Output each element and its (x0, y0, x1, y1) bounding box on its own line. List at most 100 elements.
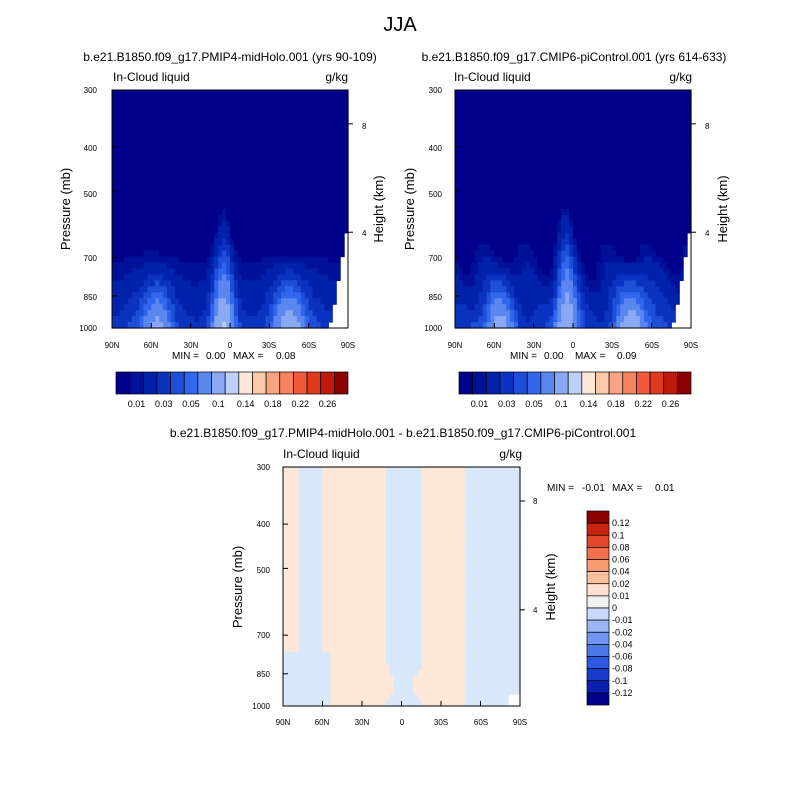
contour-cell (163, 101, 168, 109)
contour-cell (115, 191, 121, 198)
contour-cell (147, 209, 152, 216)
contour-cell (304, 161, 310, 168)
contour-cell (147, 179, 152, 186)
contour-cell (147, 298, 152, 305)
contour-cell (127, 185, 133, 192)
contour-cell (639, 238, 645, 246)
contour-cell (490, 292, 495, 299)
contour-cell (628, 322, 633, 329)
contour-cell (517, 143, 523, 151)
contour-cell (514, 322, 519, 329)
contour-cell (186, 292, 192, 299)
contour-cell (632, 101, 637, 109)
contour-cell (643, 268, 649, 276)
contour-cell (517, 167, 523, 174)
contour-cell (290, 694, 296, 701)
contour-cell (612, 256, 617, 264)
contour-cell (135, 268, 141, 276)
contour-cell (285, 214, 290, 222)
contour-cell (127, 119, 133, 127)
contour-cell (647, 280, 653, 287)
contour-cell (541, 262, 547, 270)
contour-cell (549, 149, 554, 157)
contour-cell (127, 143, 133, 151)
contour-cell (537, 90, 543, 97)
figure-title: JJA (383, 14, 417, 36)
contour-cell (663, 125, 668, 133)
contour-cell (521, 113, 527, 121)
contour-cell (588, 310, 594, 317)
contour-cell (596, 310, 602, 317)
contour-cell (466, 286, 472, 293)
contour-cell (296, 107, 302, 115)
contour-cell (584, 125, 590, 133)
contour-cell (458, 125, 464, 133)
contour-cell (541, 95, 547, 103)
contour-cell (210, 167, 215, 174)
contour-cell (139, 298, 145, 305)
contour-cell (249, 280, 255, 287)
panel-picontrol: b.e21.B1850.f09_g17.CMIP6-piControl.001 … (402, 50, 730, 409)
contour-cell (537, 149, 543, 157)
contour-cell (561, 167, 566, 174)
contour-cell (474, 203, 480, 210)
contour-cell (608, 185, 613, 192)
contour-cell (230, 238, 235, 246)
contour-cell (635, 244, 641, 252)
contour-cell (632, 149, 637, 157)
contour-cell (123, 209, 129, 216)
contour-cell (561, 191, 566, 198)
contour-cell (494, 304, 499, 311)
contour-cell (237, 119, 243, 127)
contour-cell (257, 232, 263, 240)
contour-cell (647, 101, 653, 109)
contour-cell (151, 250, 156, 258)
contour-cell (635, 316, 641, 323)
contour-cell (265, 101, 270, 109)
contour-cell (249, 143, 255, 151)
contour-cell (286, 616, 292, 623)
contour-cell (206, 238, 211, 246)
contour-cell (671, 95, 676, 103)
contour-cell (292, 244, 298, 252)
contour-cell (533, 232, 539, 240)
contour-cell (561, 310, 566, 317)
contour-cell (683, 209, 688, 216)
contour-cell (131, 232, 137, 240)
contour-cell (182, 185, 188, 192)
contour-cell (620, 155, 625, 162)
contour-cell (143, 262, 148, 270)
contour-cell (269, 107, 274, 115)
contour-cell (592, 220, 598, 228)
contour-cell (470, 209, 476, 216)
contour-cell (565, 119, 570, 127)
contour-cell (592, 149, 598, 157)
contour-cell (222, 167, 227, 174)
contour-cell (498, 286, 503, 293)
contour-cell (300, 322, 306, 329)
contour-cell (127, 286, 133, 293)
contour-cell (151, 280, 156, 287)
contour-cell (178, 274, 184, 281)
contour-cell (155, 316, 160, 323)
contour-cell (478, 179, 484, 186)
contour-cell (194, 214, 200, 222)
contour-cell (233, 191, 239, 198)
contour-cell (635, 268, 641, 276)
colorbar-swatch (115, 371, 130, 395)
contour-cell (210, 220, 215, 228)
contour-cell (663, 209, 668, 216)
contour-cell (553, 322, 558, 329)
contour-cell (285, 244, 290, 252)
contour-cell (304, 119, 310, 127)
contour-cell (455, 203, 460, 210)
contour-cell (510, 119, 515, 127)
contour-cell (545, 131, 550, 139)
contour-cell (230, 322, 235, 329)
contour-cell (174, 256, 180, 264)
contour-cell (557, 214, 562, 222)
contour-cell (286, 514, 292, 522)
contour-cell (230, 155, 235, 162)
contour-cell (127, 161, 133, 168)
contour-cell (230, 167, 235, 174)
